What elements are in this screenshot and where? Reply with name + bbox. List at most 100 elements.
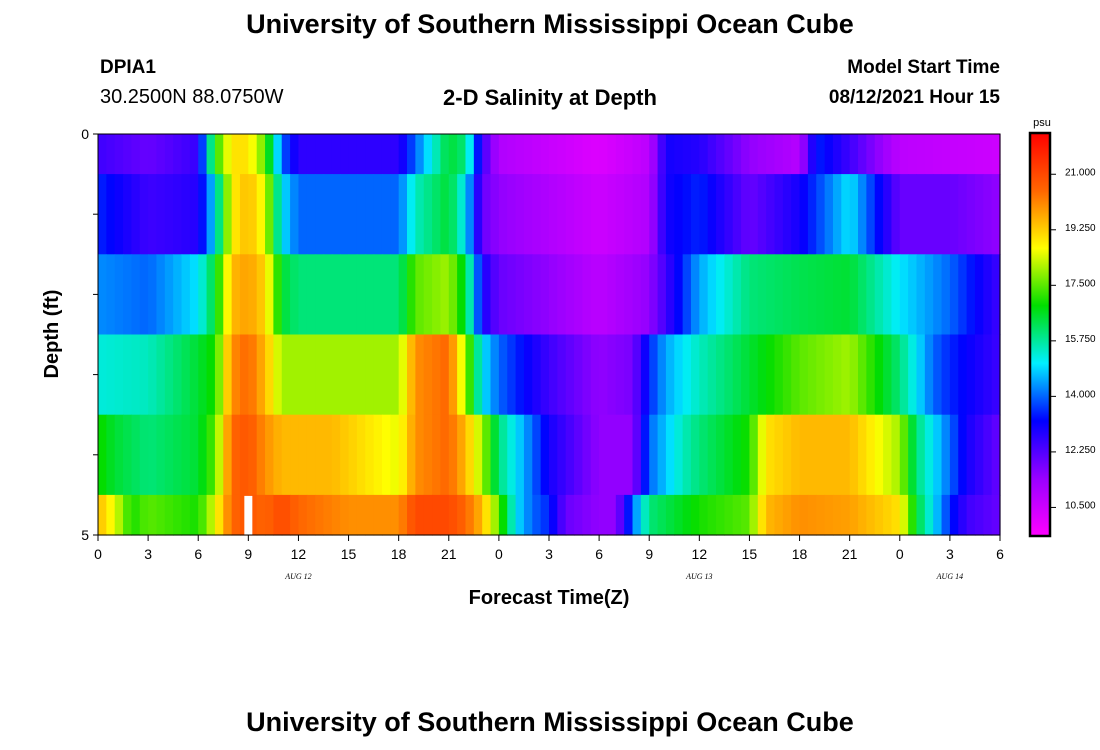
heatmap-cell (791, 414, 801, 496)
heatmap-cell (457, 174, 467, 255)
heatmap-cell (766, 414, 776, 496)
heatmap-cell (189, 334, 199, 416)
heatmap-cell (949, 334, 959, 416)
heatmap-cell (173, 174, 183, 255)
heatmap-cell (214, 414, 224, 496)
heatmap-cell (331, 414, 341, 496)
heatmap-cell (265, 494, 274, 536)
heatmap-cell (265, 174, 274, 255)
heatmap-cell (373, 134, 383, 175)
heatmap-cell (98, 414, 107, 496)
heatmap-cell (615, 174, 625, 255)
heatmap-cell (607, 174, 617, 255)
x-tick-label: 6 (996, 546, 1004, 562)
heatmap-cell (949, 254, 959, 336)
heatmap-cell (323, 134, 333, 175)
heatmap-cell (490, 494, 500, 536)
heatmap-cell (356, 174, 366, 255)
heatmap-cell (98, 174, 107, 255)
heatmap-cell (874, 254, 884, 336)
heatmap-cell (766, 134, 776, 175)
heatmap-cell (649, 134, 659, 175)
heatmap-cell (632, 174, 642, 255)
heatmap-cell (657, 254, 667, 336)
heatmap-cell (482, 494, 492, 536)
heatmap-cell (206, 254, 216, 336)
heatmap-cell (440, 334, 450, 416)
heatmap-cell (415, 134, 425, 175)
heatmap-cell (665, 254, 675, 336)
x-tick-label: 21 (441, 546, 457, 562)
colorbar-tick-label: 12.250 (1065, 445, 1096, 456)
heatmap-cell (523, 334, 533, 416)
heatmap-cell (657, 494, 667, 536)
heatmap-cell (214, 254, 224, 336)
heatmap-cell (206, 494, 216, 536)
heatmap-cell (991, 134, 1001, 175)
heatmap-cell (699, 494, 709, 536)
heatmap-cell (941, 174, 951, 255)
heatmap-cell (707, 134, 717, 175)
heatmap-cell (315, 254, 325, 336)
heatmap-cell (949, 494, 959, 536)
heatmap-cell (866, 254, 876, 336)
heatmap-cell (757, 254, 767, 336)
heatmap-cell (298, 334, 308, 416)
heatmap-cell (974, 254, 984, 336)
heatmap-cell (482, 174, 492, 255)
heatmap-cell (448, 254, 458, 336)
heatmap-cell (440, 414, 450, 496)
colorbar-tick-label: 15.750 (1065, 334, 1096, 345)
heatmap-cell (239, 134, 249, 175)
heatmap-cell (523, 414, 533, 496)
heatmap-cell (181, 334, 191, 416)
heatmap-cell (373, 174, 383, 255)
heatmap-cell (231, 254, 241, 336)
heatmap-cell (599, 414, 609, 496)
heatmap-cell (924, 134, 934, 175)
heatmap-cell (599, 174, 609, 255)
heatmap-cell (131, 414, 141, 496)
heatmap-cell (607, 134, 617, 175)
heatmap-cell (816, 174, 826, 255)
heatmap-cell (891, 414, 901, 496)
heatmap-cell (966, 254, 976, 336)
heatmap-cell (315, 174, 325, 255)
heatmap-cell (749, 174, 759, 255)
heatmap-cell (816, 494, 826, 536)
heatmap-cell (716, 174, 725, 255)
heatmap-cell (515, 134, 525, 175)
heatmap-cell (716, 494, 725, 536)
heatmap-cell (189, 134, 199, 175)
heatmap-cell (223, 174, 233, 255)
heatmap-cell (557, 414, 567, 496)
heatmap-cell (924, 174, 934, 255)
heatmap-cell (131, 494, 141, 536)
heatmap-cell (607, 334, 617, 416)
heatmap-cell (356, 134, 366, 175)
x-tick-label: 18 (792, 546, 808, 562)
colorbar-tick-label: 14.000 (1065, 389, 1096, 400)
y-axis-label: Depth (ft) (41, 290, 63, 379)
heatmap-cell (490, 134, 500, 175)
heatmap-cell (557, 254, 567, 336)
y-axis: 05 (81, 126, 98, 543)
heatmap-cell (139, 334, 149, 416)
heatmap-cell (574, 254, 584, 336)
heatmap-cell (398, 414, 408, 496)
heatmap-cell (173, 414, 183, 496)
heatmap-cell (782, 334, 792, 416)
heatmap-cell (549, 134, 558, 175)
heatmap-cell (415, 494, 425, 536)
heatmap-cell (256, 174, 266, 255)
heatmap-cell (782, 174, 792, 255)
heatmap-cell (290, 334, 300, 416)
heatmap-cell (356, 414, 366, 496)
heatmap-cell (256, 414, 266, 496)
heatmap-cell (824, 334, 834, 416)
heatmap-cell (565, 414, 575, 496)
heatmap-cell (549, 174, 558, 255)
heatmap-cell (590, 174, 600, 255)
heatmap-cell (181, 254, 191, 336)
